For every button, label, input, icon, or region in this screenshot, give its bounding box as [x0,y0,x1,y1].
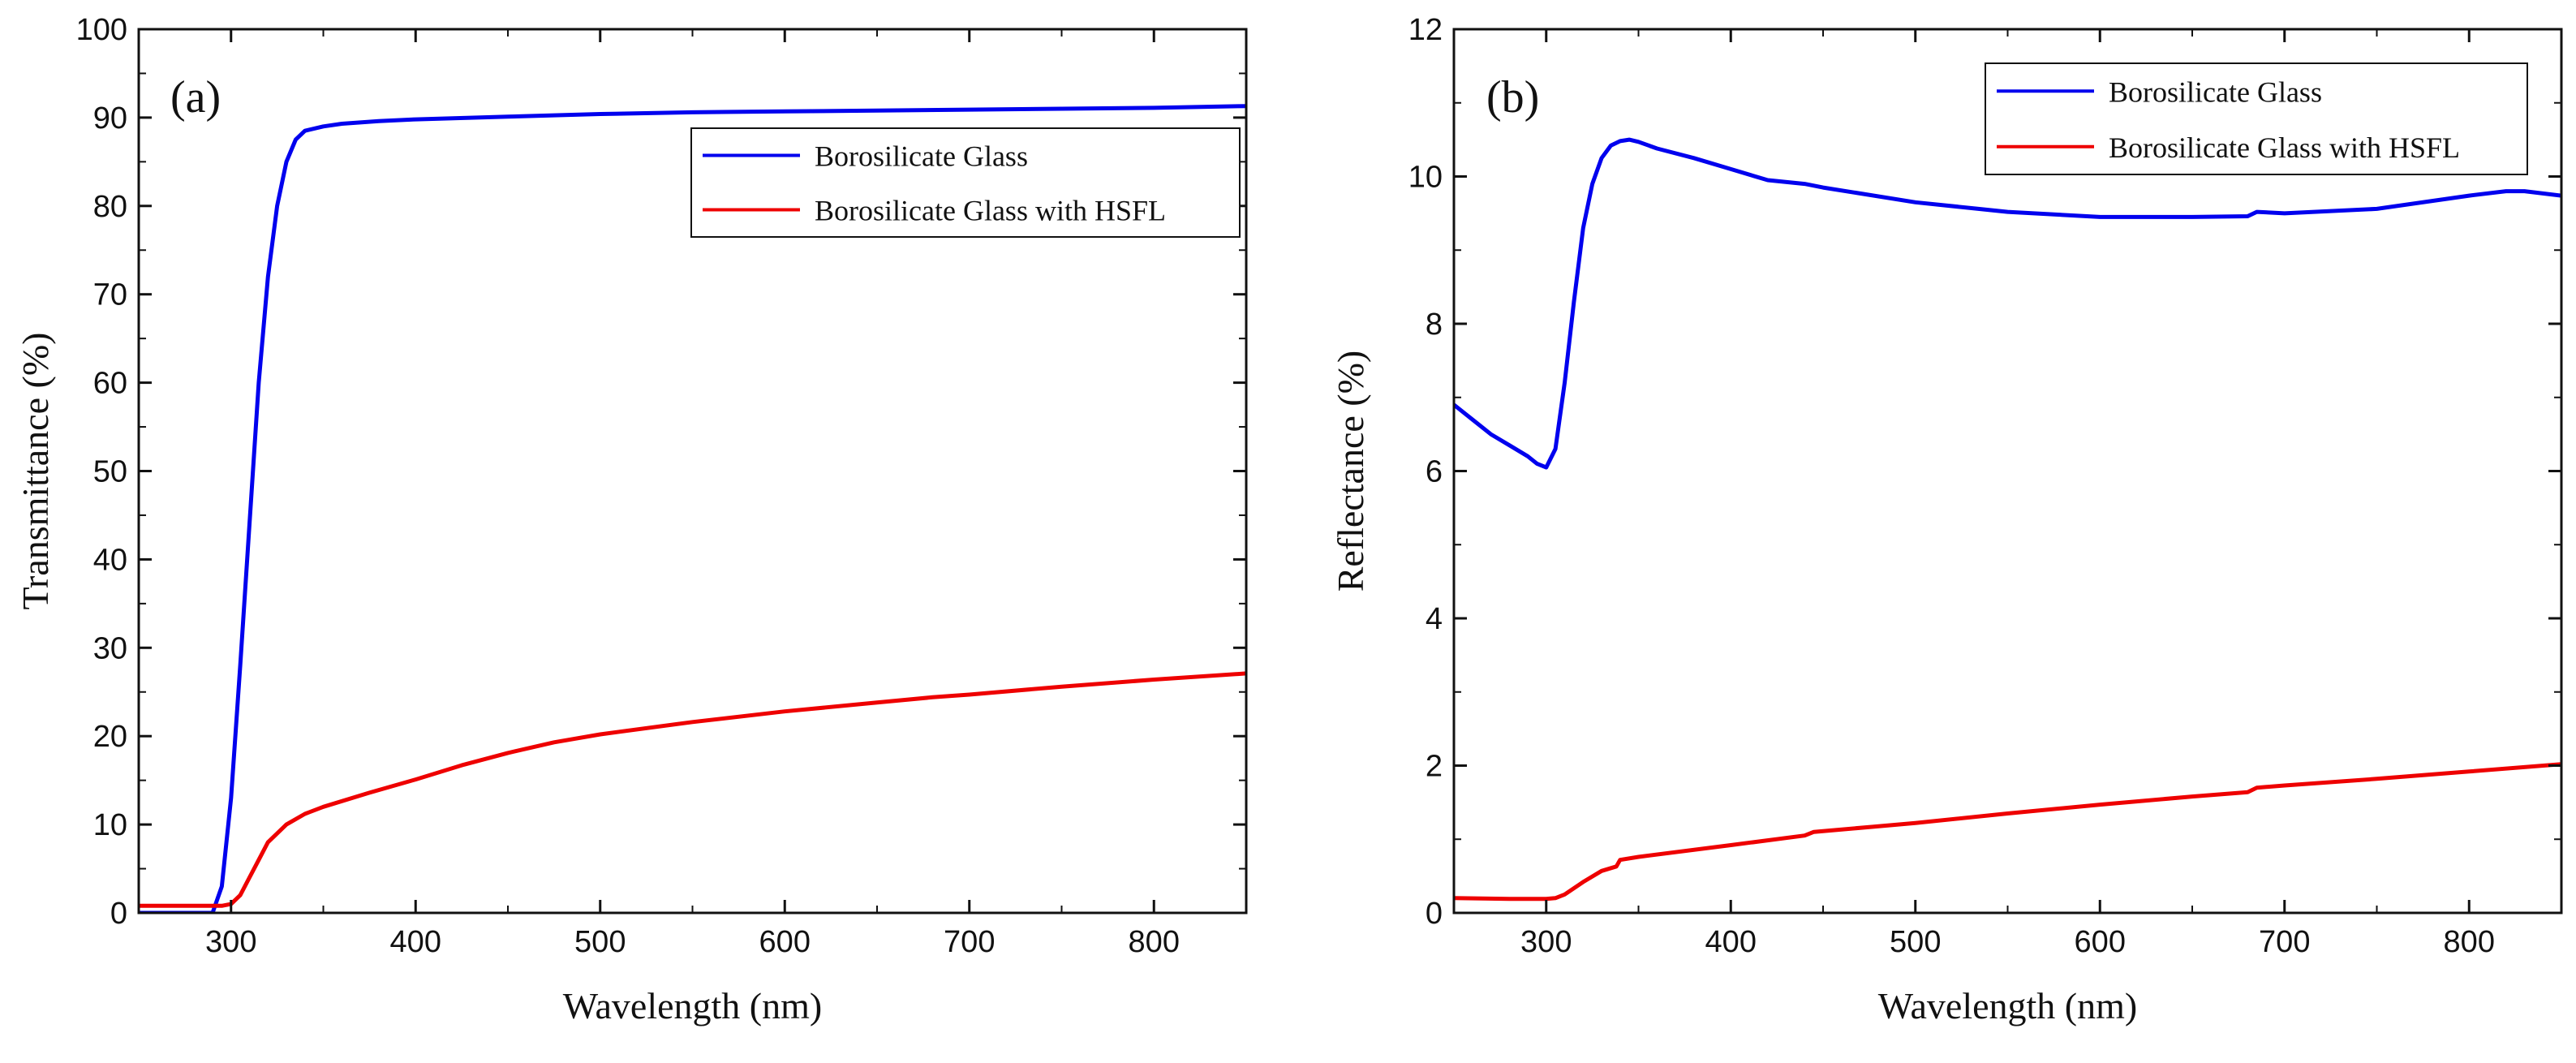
y-tick-label-a: 70 [93,278,127,312]
legend-label-borosilicate-glass: Borosilicate Glass [2109,75,2322,108]
y-axis-title-a: Transmittance (%) [15,333,56,610]
x-tick-label-b: 700 [2259,925,2310,959]
x-tick-label-a: 500 [574,925,626,959]
legend-a: Borosilicate Glass Borosilicate Glass wi… [690,127,1241,238]
x-axis-title-b: Wavelength (nm) [1878,985,2137,1026]
legend-label-borosilicate-glass: Borosilicate Glass [815,140,1028,173]
x-tick-label-b: 500 [1890,925,1941,959]
x-tick-label-a: 400 [390,925,441,959]
y-tick-label-b: 2 [1426,750,1443,784]
x-tick-label-b: 300 [1520,925,1572,959]
y-tick-label-b: 12 [1408,13,1443,47]
x-tick-label-a: 800 [1129,925,1180,959]
y-tick-label-a: 50 [93,455,127,489]
y-tick-label-a: 30 [93,631,127,665]
y-tick-label-b: 10 [1408,161,1443,195]
y-tick-label-a: 0 [110,897,127,931]
legend-box-a [690,127,1241,238]
y-tick-label-a: 80 [93,190,127,224]
x-tick-label-a: 600 [759,925,811,959]
y-tick-label-a: 90 [93,101,127,136]
y-axis-title-b: Reflectance (%) [1330,351,1371,592]
y-tick-label-a: 100 [76,13,127,47]
panel-label-a: (a) [170,72,221,123]
legend-label-borosilicate-glass-hsfl: Borosilicate Glass with HSFL [815,195,1166,227]
y-tick-label-b: 0 [1426,897,1443,931]
y-tick-label-a: 40 [93,543,127,577]
legend-label-borosilicate-glass-hsfl: Borosilicate Glass with HSFL [2109,131,2460,164]
x-tick-label-b: 600 [2075,925,2126,959]
y-tick-label-a: 60 [93,367,127,401]
legend-box-b [1985,62,2528,175]
y-tick-label-b: 6 [1426,455,1443,489]
x-tick-label-b: 800 [2444,925,2495,959]
panel-a: 300 400 500 600 700 800 0 10 20 30 40 50 60 70 80 90 100… [15,13,1248,1026]
series-line-b-borosilicate-glass-hsfl [1454,762,2561,902]
x-tick-label-b: 400 [1705,925,1757,959]
panel-label-b: (b) [1486,72,1539,123]
x-tick-label-a: 700 [944,925,995,959]
series-line-b-borosilicate-glass [1454,137,2561,470]
x-axis-title-a: Wavelength (nm) [563,985,822,1026]
series-line-a-borosilicate-glass [139,104,1246,913]
series-line-a-borosilicate-glass-hsfl [139,671,1246,908]
y-tick-label-b: 4 [1426,602,1443,636]
y-tick-label-a: 20 [93,720,127,754]
x-tick-label-a: 300 [205,925,256,959]
legend-b: Borosilicate Glass Borosilicate Glass wi… [1985,62,2528,175]
panel-b: 300 400 500 600 700 800 0 2 4 6 8 10 12 (b) Waveleng… [1330,13,2563,1026]
y-tick-label-b: 8 [1426,308,1443,342]
y-tick-label-a: 10 [93,808,127,842]
